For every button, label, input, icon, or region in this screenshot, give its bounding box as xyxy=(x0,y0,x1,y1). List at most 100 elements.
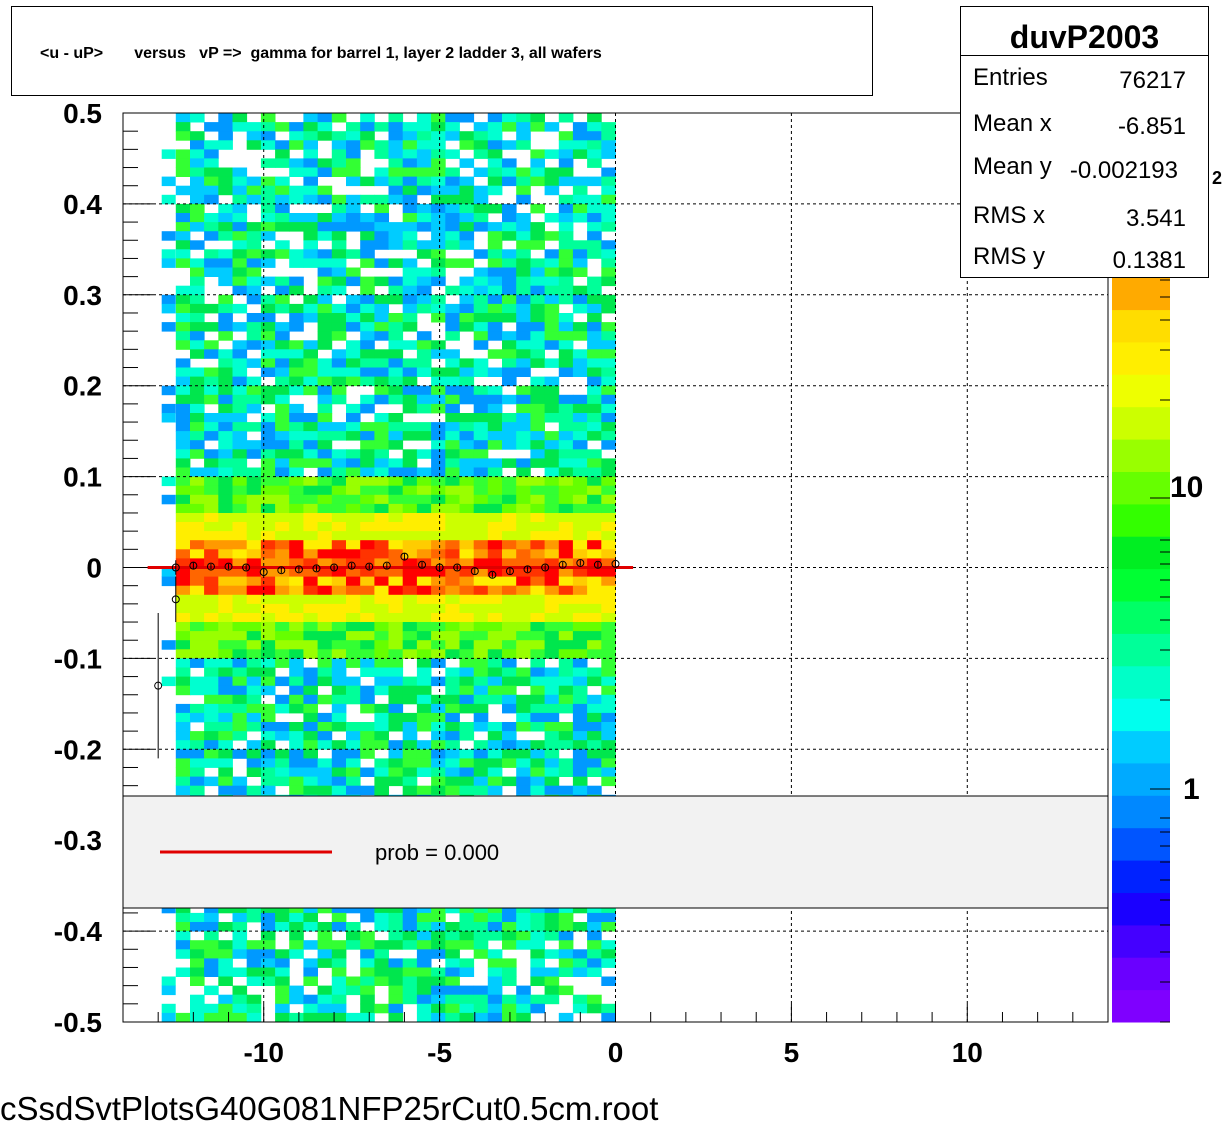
heatmap-cell xyxy=(388,740,404,750)
heatmap-cell xyxy=(587,1003,602,1014)
heatmap-cell xyxy=(275,322,290,332)
heatmap-cell xyxy=(601,485,616,496)
heatmap-cell xyxy=(317,158,333,168)
heatmap-cell xyxy=(289,158,304,168)
heatmap-cell xyxy=(289,767,304,777)
heatmap-cell xyxy=(360,594,375,605)
heatmap-cell xyxy=(246,522,262,532)
heatmap-cell xyxy=(416,694,432,705)
heatmap-cell xyxy=(530,531,545,541)
heatmap-cell xyxy=(459,176,475,187)
heatmap-cell xyxy=(473,603,489,614)
heatmap-cell xyxy=(572,367,588,377)
heatmap-cell xyxy=(530,958,545,968)
heatmap-cell xyxy=(317,631,333,641)
heatmap-cell xyxy=(275,303,290,314)
heatmap-cell xyxy=(601,958,616,968)
heatmap-cell xyxy=(530,567,545,577)
heatmap-cell xyxy=(175,649,191,659)
heatmap-cell xyxy=(190,703,205,714)
heatmap-cell xyxy=(175,222,191,232)
heatmap-cell xyxy=(360,658,375,668)
heatmap-cell xyxy=(572,513,588,523)
stat-value-mean-y: -0.002193 xyxy=(1069,157,1178,184)
heatmap-cell xyxy=(558,213,574,223)
heatmap-cell xyxy=(516,340,531,350)
heatmap-cell xyxy=(431,567,446,577)
heatmap-cell xyxy=(360,322,375,332)
heatmap-cell xyxy=(218,731,233,741)
heatmap-cell xyxy=(218,903,233,914)
palette-step xyxy=(1112,730,1170,764)
heatmap-cell xyxy=(346,685,361,696)
heatmap-cell xyxy=(232,113,248,123)
heatmap-cell xyxy=(516,349,531,359)
heatmap-cell xyxy=(218,222,233,232)
heatmap-cell xyxy=(402,276,418,287)
heatmap-cell xyxy=(388,558,404,568)
heatmap-cell xyxy=(331,285,347,296)
heatmap-cell xyxy=(218,658,233,668)
heatmap-cell xyxy=(431,931,446,941)
heatmap-cell xyxy=(232,431,248,441)
heatmap-cell xyxy=(431,903,446,914)
heatmap-cell xyxy=(360,422,375,432)
heatmap-cell xyxy=(275,158,290,168)
heatmap-cell xyxy=(544,576,560,587)
heatmap-cell xyxy=(360,294,375,305)
heatmap-cell xyxy=(175,740,191,750)
heatmap-cell xyxy=(516,285,531,296)
heatmap-cell xyxy=(388,712,404,723)
heatmap-cell xyxy=(431,976,446,986)
heatmap-cell xyxy=(487,685,503,696)
heatmap-cell xyxy=(516,440,531,450)
heatmap-cell xyxy=(360,313,375,323)
heatmap-cell xyxy=(303,240,318,250)
heatmap-cell xyxy=(346,140,361,150)
heatmap-cell xyxy=(388,749,404,759)
heatmap-cell xyxy=(459,113,475,123)
heatmap-cell xyxy=(204,622,219,632)
heatmap-cell xyxy=(331,503,347,514)
heatmap-cell xyxy=(587,194,602,205)
heatmap-cell xyxy=(416,503,432,514)
heatmap-cell xyxy=(516,213,531,223)
heatmap-cell xyxy=(601,676,616,687)
heatmap-cell xyxy=(402,558,418,568)
heatmap-cell xyxy=(204,522,219,532)
heatmap-cell xyxy=(601,294,616,305)
heatmap-cell xyxy=(416,522,432,532)
heatmap-cell xyxy=(190,476,205,487)
heatmap-cell xyxy=(317,340,333,350)
heatmap-cell xyxy=(260,776,276,787)
heatmap-cell xyxy=(204,413,219,423)
heatmap-cell xyxy=(218,431,233,441)
heatmap-cell xyxy=(487,367,503,377)
heatmap-cell xyxy=(331,149,347,159)
heatmap-cell xyxy=(416,940,432,950)
heatmap-cell xyxy=(558,903,574,914)
heatmap-cell xyxy=(331,540,347,550)
heatmap-cell xyxy=(346,758,361,768)
heatmap-cell xyxy=(445,722,460,732)
heatmap-cell xyxy=(232,631,248,641)
heatmap-cell xyxy=(516,712,531,723)
heatmap-cell xyxy=(473,331,489,341)
stats-title: duvP2003 xyxy=(1009,19,1160,55)
heatmap-cell xyxy=(275,185,290,196)
heatmap-cell xyxy=(218,749,233,759)
heatmap-cell xyxy=(601,494,616,505)
heatmap-cell xyxy=(402,722,418,732)
heatmap-cell xyxy=(374,631,389,641)
heatmap-cell xyxy=(572,967,588,977)
heatmap-cell xyxy=(587,922,602,932)
y-tick-label: 0 xyxy=(86,553,102,584)
heatmap-cell xyxy=(331,494,347,505)
heatmap-cell xyxy=(445,694,460,705)
heatmap-cell xyxy=(431,449,446,459)
stat-label-rms-y: RMS y xyxy=(973,243,1045,270)
heatmap-cell xyxy=(175,940,191,950)
heatmap-cell xyxy=(502,585,517,596)
heatmap-cell xyxy=(502,340,517,350)
heatmap-cell xyxy=(346,694,361,705)
